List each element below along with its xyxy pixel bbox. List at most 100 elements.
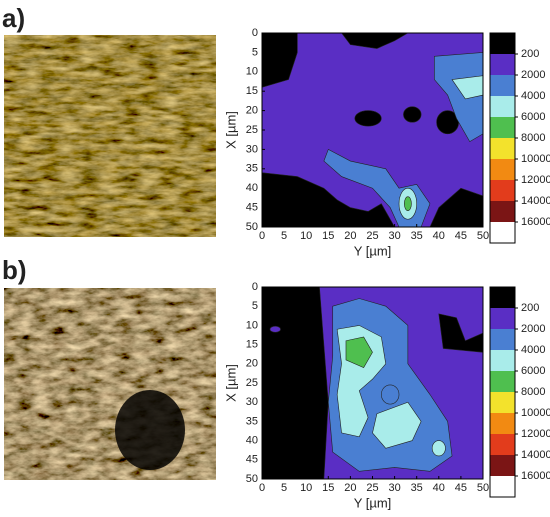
x-tick-label: 20 bbox=[344, 230, 356, 242]
y-tick-label: 30 bbox=[246, 396, 258, 408]
colorbar-label: 14000 bbox=[521, 195, 550, 207]
x-tick-label: 45 bbox=[455, 482, 467, 494]
colorbar-label: 6000 bbox=[521, 365, 545, 377]
x-tick-label: 25 bbox=[366, 230, 378, 242]
colorbar-bin bbox=[490, 201, 515, 222]
colorbar-bin bbox=[490, 222, 515, 243]
colorbar-label: 2000 bbox=[521, 69, 545, 81]
colorbar-bin bbox=[490, 180, 515, 201]
contour-region bbox=[381, 385, 399, 404]
panel-label: b) bbox=[2, 255, 27, 285]
x-tick-label: 40 bbox=[433, 482, 445, 494]
micrograph-shadow bbox=[115, 390, 185, 470]
y-tick-label: 40 bbox=[246, 435, 258, 447]
colorbar-bin bbox=[490, 308, 515, 329]
y-tick-label: 25 bbox=[246, 377, 258, 389]
x-tick-label: 35 bbox=[411, 482, 423, 494]
colorbar-bin bbox=[490, 54, 515, 75]
x-axis-label: Y [µm] bbox=[354, 495, 392, 510]
panel-label: a) bbox=[2, 3, 25, 33]
colorbar-bin bbox=[490, 371, 515, 392]
colorbar-bin bbox=[490, 392, 515, 413]
colorbar-bin bbox=[490, 138, 515, 159]
colorbar-bin bbox=[490, 329, 515, 350]
contour-map bbox=[262, 287, 483, 479]
x-tick-label: 5 bbox=[281, 482, 287, 494]
y-tick-label: 40 bbox=[246, 182, 258, 194]
x-tick-label: 0 bbox=[259, 230, 265, 242]
y-axis-label: X [µm] bbox=[223, 364, 238, 402]
x-tick-label: 50 bbox=[477, 482, 489, 494]
colorbar-label: 16000 bbox=[521, 216, 550, 228]
colorbar-bin bbox=[490, 33, 515, 54]
y-tick-label: 0 bbox=[252, 27, 258, 39]
contour-region bbox=[432, 441, 445, 456]
y-tick-label: 50 bbox=[246, 473, 258, 485]
colorbar-label: 10000 bbox=[521, 407, 550, 419]
y-tick-label: 25 bbox=[246, 124, 258, 136]
y-axis-label: X [µm] bbox=[223, 111, 238, 149]
y-tick-label: 35 bbox=[246, 415, 258, 427]
colorbar-bin bbox=[490, 96, 515, 117]
y-tick-label: 10 bbox=[246, 319, 258, 331]
colorbar-label: 8000 bbox=[521, 132, 545, 144]
y-tick-label: 20 bbox=[246, 358, 258, 370]
x-tick-label: 30 bbox=[388, 230, 400, 242]
colorbar-label: 200 bbox=[521, 48, 539, 60]
micrograph bbox=[4, 35, 216, 237]
contour-region bbox=[346, 337, 373, 368]
x-tick-label: 10 bbox=[300, 230, 312, 242]
colorbar-bin bbox=[490, 350, 515, 371]
y-tick-label: 10 bbox=[246, 66, 258, 78]
x-tick-label: 40 bbox=[433, 230, 445, 242]
y-tick-label: 45 bbox=[246, 454, 258, 466]
contour-region bbox=[404, 197, 411, 211]
colorbar-bin bbox=[490, 75, 515, 96]
x-tick-label: 15 bbox=[322, 230, 334, 242]
contour-region bbox=[403, 107, 421, 123]
y-tick-label: 45 bbox=[246, 202, 258, 214]
x-tick-label: 45 bbox=[455, 230, 467, 242]
x-tick-label: 0 bbox=[259, 482, 265, 494]
y-tick-label: 30 bbox=[246, 143, 258, 155]
x-tick-label: 5 bbox=[281, 230, 287, 242]
micrograph bbox=[4, 288, 216, 480]
colorbar-label: 8000 bbox=[521, 386, 545, 398]
colorbar-label: 14000 bbox=[521, 449, 550, 461]
x-tick-label: 35 bbox=[411, 230, 423, 242]
y-tick-label: 20 bbox=[246, 105, 258, 117]
y-tick-label: 50 bbox=[246, 221, 258, 233]
colorbar-label: 16000 bbox=[521, 470, 550, 482]
y-tick-label: 0 bbox=[252, 281, 258, 293]
y-tick-label: 15 bbox=[246, 85, 258, 97]
y-tick-label: 5 bbox=[252, 46, 258, 58]
colorbar-label: 2000 bbox=[521, 323, 545, 335]
colorbar-label: 12000 bbox=[521, 428, 550, 440]
contour-region bbox=[373, 402, 422, 448]
x-tick-label: 30 bbox=[388, 482, 400, 494]
colorbar-label: 6000 bbox=[521, 111, 545, 123]
colorbar-label: 10000 bbox=[521, 153, 550, 165]
colorbar-label: 4000 bbox=[521, 344, 545, 356]
colorbar-label: 12000 bbox=[521, 174, 550, 186]
x-tick-label: 25 bbox=[366, 482, 378, 494]
colorbar-bin bbox=[490, 455, 515, 476]
contour-region bbox=[355, 111, 382, 127]
x-tick-label: 20 bbox=[344, 482, 356, 494]
y-tick-label: 35 bbox=[246, 163, 258, 175]
colorbar-bin bbox=[490, 159, 515, 180]
x-tick-label: 10 bbox=[300, 482, 312, 494]
contour-map bbox=[262, 33, 483, 227]
colorbar-bin bbox=[490, 434, 515, 455]
x-tick-label: 50 bbox=[477, 230, 489, 242]
colorbar-bin bbox=[490, 117, 515, 138]
y-tick-label: 5 bbox=[252, 300, 258, 312]
y-tick-label: 15 bbox=[246, 339, 258, 351]
contour-region bbox=[270, 326, 281, 332]
x-axis-label: Y [µm] bbox=[354, 243, 392, 258]
colorbar-label: 4000 bbox=[521, 90, 545, 102]
colorbar-bin bbox=[490, 287, 515, 308]
colorbar-bin bbox=[490, 476, 515, 497]
x-tick-label: 15 bbox=[322, 482, 334, 494]
